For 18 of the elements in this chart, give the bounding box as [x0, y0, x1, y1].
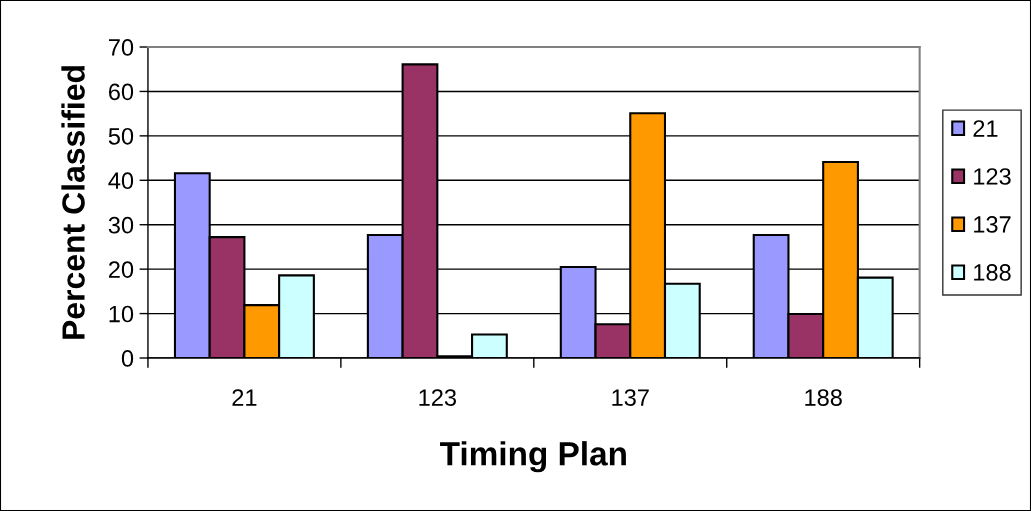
x-axis-title: Timing Plan	[440, 441, 626, 473]
y-tick-label: 60	[109, 83, 134, 101]
y-tick-label: 20	[108, 261, 134, 278]
y-axis-title: Percent Classified	[61, 66, 85, 339]
legend-label: 137	[974, 216, 1011, 233]
x-tick-label: 137	[612, 389, 649, 406]
x-tick-label: 123	[419, 389, 456, 406]
y-tick-label: 30	[108, 216, 134, 234]
y-tick-label: 0	[121, 350, 134, 367]
y-tick-label: 40	[108, 172, 134, 190]
y-tick-label: 70	[109, 39, 134, 56]
x-tick-label: 21	[232, 389, 257, 406]
legend-label: 123	[974, 168, 1011, 185]
legend-label: 188	[974, 264, 1011, 281]
y-tick-label: 10	[109, 305, 134, 323]
y-tick-label: 50	[108, 127, 134, 145]
x-tick-label: 188	[805, 389, 842, 406]
legend-label: 21	[973, 120, 998, 137]
